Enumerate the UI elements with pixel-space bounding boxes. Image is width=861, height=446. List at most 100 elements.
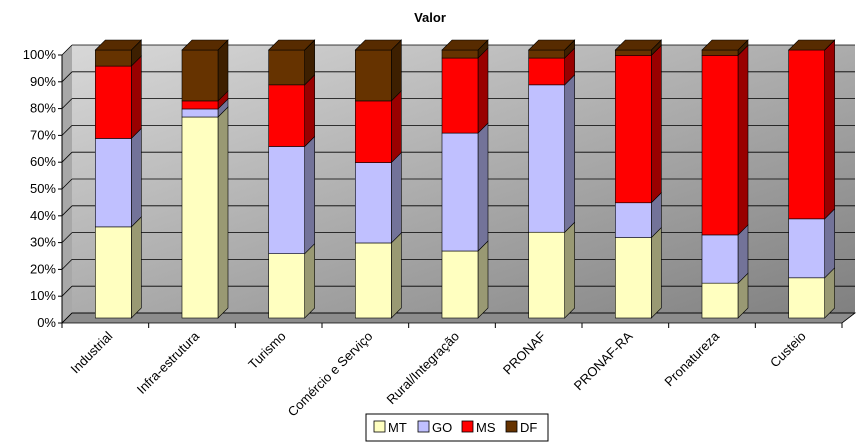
bar [355, 49, 392, 102]
bar-side [391, 151, 402, 244]
bar-top [94, 39, 143, 51]
bar [701, 234, 739, 284]
bar [95, 138, 132, 228]
grid-line [61, 178, 73, 190]
grid-line [61, 98, 73, 109]
grid-line [61, 285, 73, 297]
grid-line [61, 125, 73, 136]
bar [268, 84, 305, 147]
bar-side [651, 226, 662, 319]
bar-side [391, 90, 402, 164]
x-tick-label: Custeio [767, 329, 809, 371]
bar-side [477, 240, 489, 319]
legend-swatch [461, 420, 474, 433]
bar [788, 49, 825, 220]
bar [441, 49, 479, 59]
bar-top [354, 39, 403, 51]
bar [528, 49, 565, 59]
bar [615, 202, 652, 238]
bar-side [477, 122, 489, 252]
bar-side [391, 39, 402, 102]
bar [701, 55, 739, 236]
legend-label: MT [388, 420, 407, 435]
bar-top [267, 39, 316, 51]
bar [701, 282, 739, 319]
bar [181, 108, 219, 118]
bar [355, 100, 392, 163]
bar-top [527, 39, 576, 51]
x-tick-label: Turismo [245, 329, 288, 372]
x-tick-label: PRONAF-RA [571, 328, 636, 393]
bar [788, 218, 825, 279]
bar [528, 231, 565, 319]
bar [95, 65, 132, 139]
bar [181, 116, 219, 319]
bar-side [477, 47, 489, 134]
bar [441, 57, 479, 134]
bar-top [614, 39, 663, 51]
y-tick-label: 30% [30, 235, 56, 250]
y-tick-label: 100% [23, 47, 57, 62]
legend-swatch [417, 420, 430, 433]
y-tick-label: 50% [30, 181, 56, 196]
bar-side [131, 127, 142, 228]
bar-side [564, 74, 575, 233]
x-tick-label: PRONAF [500, 328, 549, 377]
bar [181, 49, 219, 102]
bar-side [131, 216, 142, 319]
bar [268, 146, 305, 254]
legend-swatch [505, 420, 518, 433]
bar-side [304, 135, 315, 255]
bar [615, 55, 652, 204]
grid-line [61, 71, 73, 83]
y-tick-label: 20% [30, 261, 56, 276]
bar [268, 253, 305, 319]
y-tick-label: 60% [30, 154, 56, 169]
bar [788, 277, 825, 319]
bar-top [701, 39, 749, 51]
grid-line [61, 232, 73, 243]
x-tick-label: Pronatureza [661, 328, 722, 389]
y-tick-label: 40% [30, 208, 56, 223]
x-tick-label: Industrial [68, 328, 116, 376]
bar [95, 49, 132, 67]
x-tick-label: Rural/Integração [384, 329, 463, 408]
bar-side [564, 221, 575, 319]
bar [95, 226, 132, 319]
legend-swatch [373, 420, 386, 433]
grid-line [61, 44, 73, 56]
bar [528, 57, 565, 86]
bar-side [737, 44, 749, 236]
bar [268, 49, 305, 86]
bar-side [304, 74, 315, 148]
bar-side [824, 39, 835, 220]
bar-top [787, 39, 836, 51]
grid-line [61, 312, 73, 324]
bar [701, 49, 739, 56]
legend-label: GO [432, 420, 452, 435]
y-tick-label: 90% [30, 74, 56, 89]
y-tick-label: 0% [37, 315, 56, 330]
y-tick-label: 80% [30, 101, 56, 116]
bar-side [217, 106, 229, 319]
bar-side [824, 208, 835, 279]
x-tick-label: Infra-estrutura [134, 328, 203, 397]
bar [441, 132, 479, 252]
bar-side [131, 55, 142, 140]
bar [181, 100, 219, 110]
bar [355, 242, 392, 319]
bar-side [217, 39, 229, 102]
y-tick-label: 70% [30, 127, 56, 142]
bar-top [441, 39, 489, 51]
legend [365, 413, 549, 442]
chart-title: Valor [414, 10, 446, 25]
bar [441, 250, 479, 319]
bar-side [651, 44, 662, 204]
bar-top [181, 39, 229, 51]
grid-line [61, 259, 73, 270]
bar [355, 162, 392, 244]
y-tick-label: 10% [30, 288, 56, 303]
bar-side [391, 232, 402, 319]
x-tick-label: Comércio e Serviço [285, 329, 376, 420]
